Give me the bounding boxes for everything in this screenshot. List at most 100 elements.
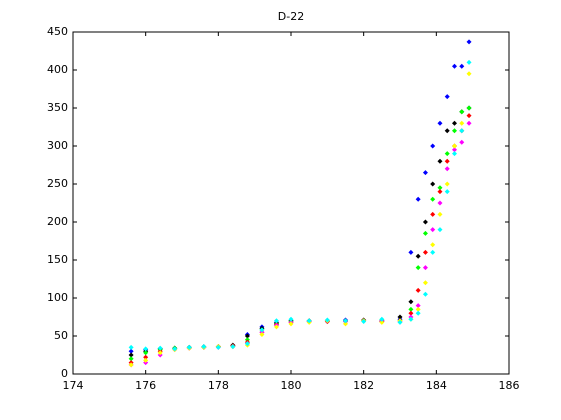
point — [437, 120, 443, 126]
point — [422, 280, 428, 286]
point — [430, 181, 436, 187]
point — [273, 324, 279, 330]
point — [430, 249, 436, 255]
point — [186, 344, 192, 350]
point — [128, 344, 134, 350]
point — [408, 306, 414, 312]
point — [422, 249, 428, 255]
point — [415, 310, 421, 316]
point — [288, 316, 294, 322]
point — [415, 303, 421, 309]
point — [459, 120, 465, 126]
point — [422, 219, 428, 225]
point — [422, 170, 428, 176]
point — [452, 63, 457, 69]
y-tick-label: 400 — [47, 63, 68, 76]
y-tick-label: 250 — [47, 177, 68, 190]
point — [444, 181, 450, 187]
point — [437, 158, 443, 164]
point — [430, 227, 436, 233]
y-tick-label: 350 — [47, 101, 68, 114]
point — [466, 39, 472, 45]
chart-title: D-22 — [278, 10, 304, 23]
point — [422, 230, 428, 236]
point — [430, 143, 436, 149]
point — [415, 306, 421, 312]
point — [244, 333, 250, 339]
point — [143, 354, 149, 360]
point — [437, 185, 443, 191]
point — [466, 71, 472, 77]
point — [444, 189, 450, 195]
point — [452, 128, 457, 134]
point — [259, 331, 265, 337]
point — [128, 348, 134, 354]
point — [397, 319, 403, 325]
point — [422, 265, 428, 271]
point — [157, 345, 163, 351]
point — [444, 158, 450, 164]
point — [201, 344, 207, 350]
point — [244, 341, 250, 347]
point — [437, 189, 443, 195]
x-tick-label: 186 — [499, 379, 520, 392]
point — [306, 318, 312, 324]
y-tick-label: 450 — [47, 25, 68, 38]
point — [444, 94, 450, 100]
point — [408, 299, 414, 305]
point — [343, 318, 348, 324]
point — [408, 249, 414, 255]
point — [444, 166, 450, 172]
x-tick-label: 180 — [281, 379, 302, 392]
point — [452, 147, 457, 153]
point — [288, 321, 294, 327]
y-tick-label: 0 — [61, 367, 68, 380]
x-tick-label: 176 — [135, 379, 156, 392]
point — [128, 352, 134, 358]
point — [444, 151, 450, 157]
y-tick-label: 200 — [47, 215, 68, 228]
x-tick-label: 174 — [63, 379, 84, 392]
y-tick-label: 150 — [47, 253, 68, 266]
point — [408, 310, 414, 316]
point — [324, 317, 330, 323]
point — [459, 128, 465, 134]
point — [430, 242, 436, 248]
point — [459, 139, 465, 145]
x-tick-label: 178 — [208, 379, 229, 392]
point — [422, 291, 428, 297]
point — [128, 362, 134, 368]
point — [157, 350, 163, 356]
point — [452, 151, 457, 157]
x-tick-label: 182 — [353, 379, 374, 392]
point — [273, 318, 279, 324]
point — [466, 59, 472, 65]
point — [437, 200, 443, 206]
y-tick-label: 100 — [47, 291, 68, 304]
x-tick-label: 184 — [426, 379, 447, 392]
point — [379, 316, 385, 322]
point — [415, 265, 421, 271]
point — [466, 113, 472, 119]
point — [397, 314, 403, 320]
point — [379, 319, 385, 325]
point — [444, 128, 450, 134]
point — [230, 344, 236, 350]
point — [128, 356, 134, 362]
point — [143, 357, 149, 363]
point — [143, 346, 149, 352]
point — [415, 287, 421, 293]
point — [415, 196, 421, 202]
y-tick-label: 50 — [54, 329, 68, 342]
point — [437, 227, 443, 233]
point — [415, 253, 421, 259]
y-tick-label: 300 — [47, 139, 68, 152]
point — [452, 143, 457, 149]
point — [172, 346, 178, 352]
point — [466, 120, 472, 126]
point — [361, 319, 367, 325]
point — [343, 321, 348, 327]
point — [459, 109, 465, 115]
